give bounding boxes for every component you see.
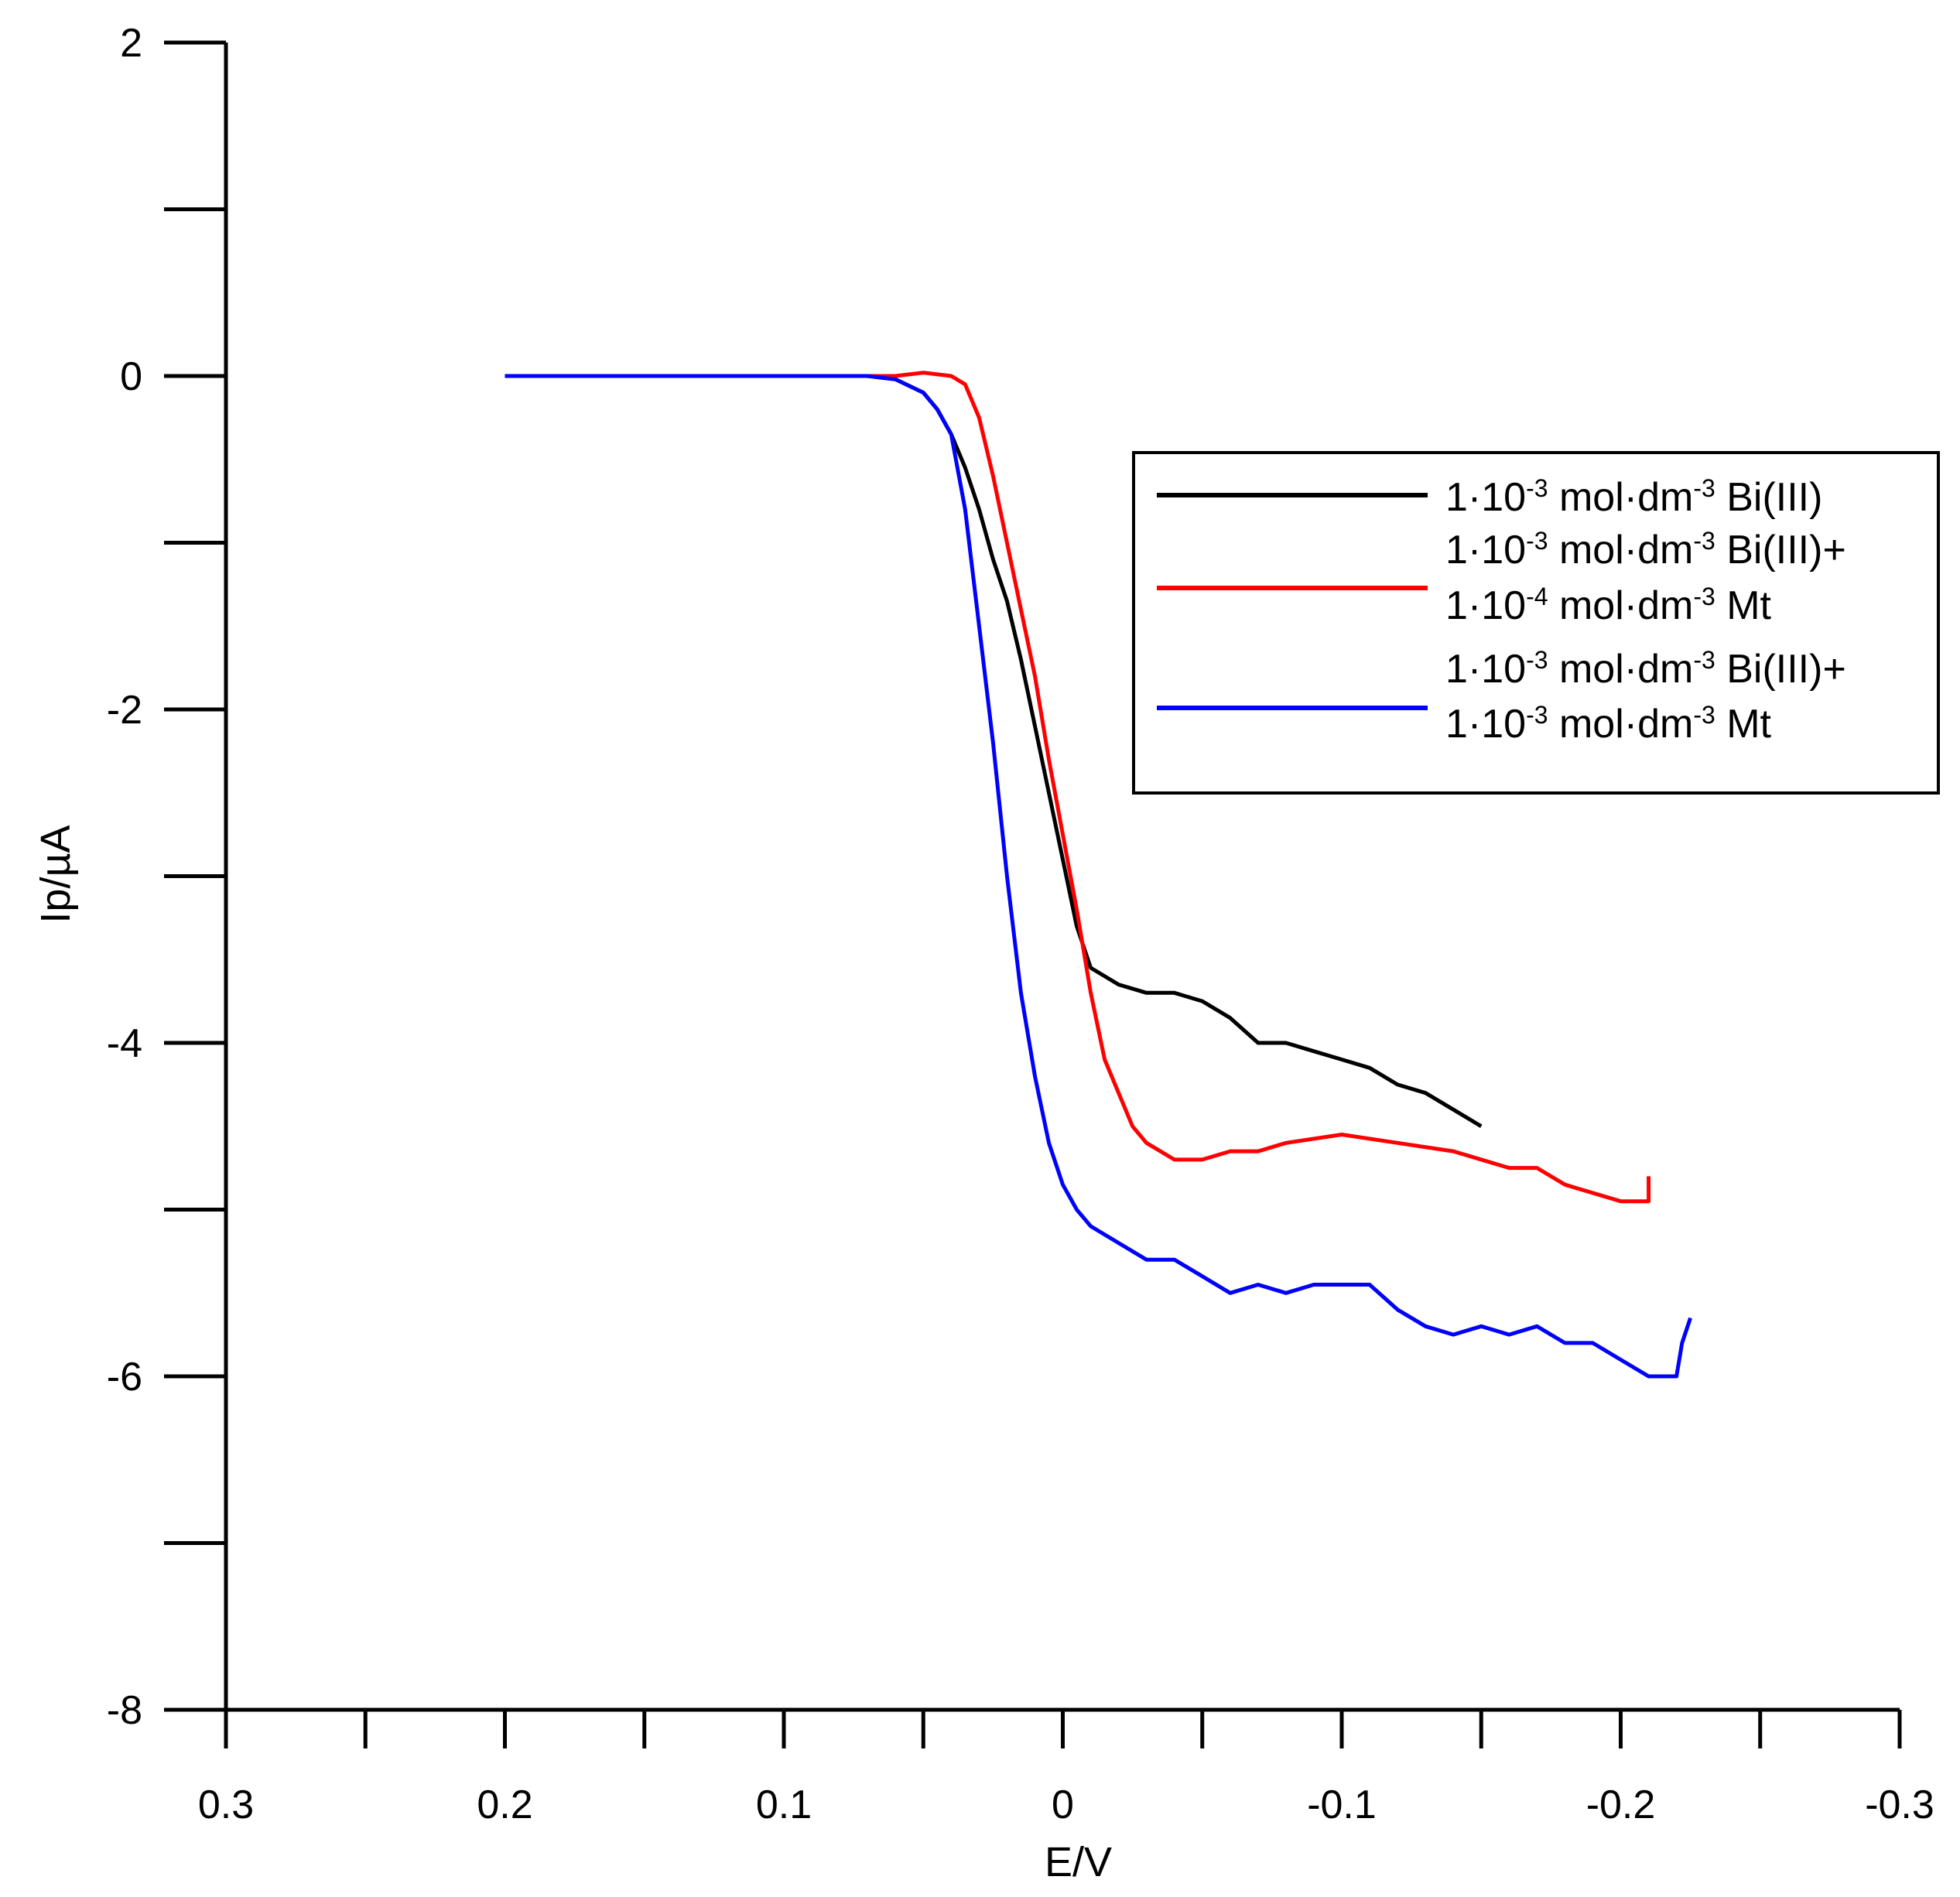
legend-label: 1·10-4 mol·dm-3 Mt — [1445, 583, 1772, 628]
x-tick-label: -0.3 — [1865, 1782, 1934, 1827]
x-tick-label: 0.1 — [756, 1782, 812, 1827]
x-tick-label: 0 — [1052, 1782, 1074, 1827]
y-tick-label: 0 — [120, 354, 142, 399]
y-tick-label: 2 — [120, 21, 142, 66]
x-tick-label: 0.2 — [477, 1782, 532, 1827]
y-axis-title: Ip/µA — [32, 825, 79, 923]
legend-label: 1·10-3 mol·dm-3 Mt — [1445, 701, 1772, 747]
axes: 2 0 -2 -4 -6 -8 0.3 0.2 0.1 0 -0.1 -0.2 -0.3 — [107, 21, 1934, 1827]
legend-label: 1·10-3 mol·dm-3 Bi(III)+ — [1445, 646, 1846, 692]
legend-label: 1·10-3 mol·dm-3 Bi(III) — [1445, 474, 1822, 520]
legend-box — [1132, 451, 1940, 795]
x-axis-title: E/V — [1045, 1839, 1112, 1885]
series-line-3 — [505, 374, 1692, 1379]
x-tick-label: 0.3 — [198, 1782, 254, 1827]
series-line-2 — [505, 371, 1651, 1204]
legend: 1·10-3 mol·dm-3 Bi(III) 1·10-3 mol·dm-3 B… — [1132, 451, 1940, 795]
x-tick-label: -0.1 — [1307, 1782, 1377, 1827]
x-tick-label: -0.2 — [1586, 1782, 1656, 1827]
y-tick-label: -2 — [107, 688, 142, 733]
y-tick-label: -6 — [107, 1355, 142, 1400]
legend-label: 1·10-3 mol·dm-3 Bi(III)+ — [1445, 527, 1846, 573]
y-tick-label: -4 — [107, 1021, 142, 1066]
plot-lines — [505, 371, 1692, 1379]
y-tick-label: -8 — [107, 1688, 142, 1733]
